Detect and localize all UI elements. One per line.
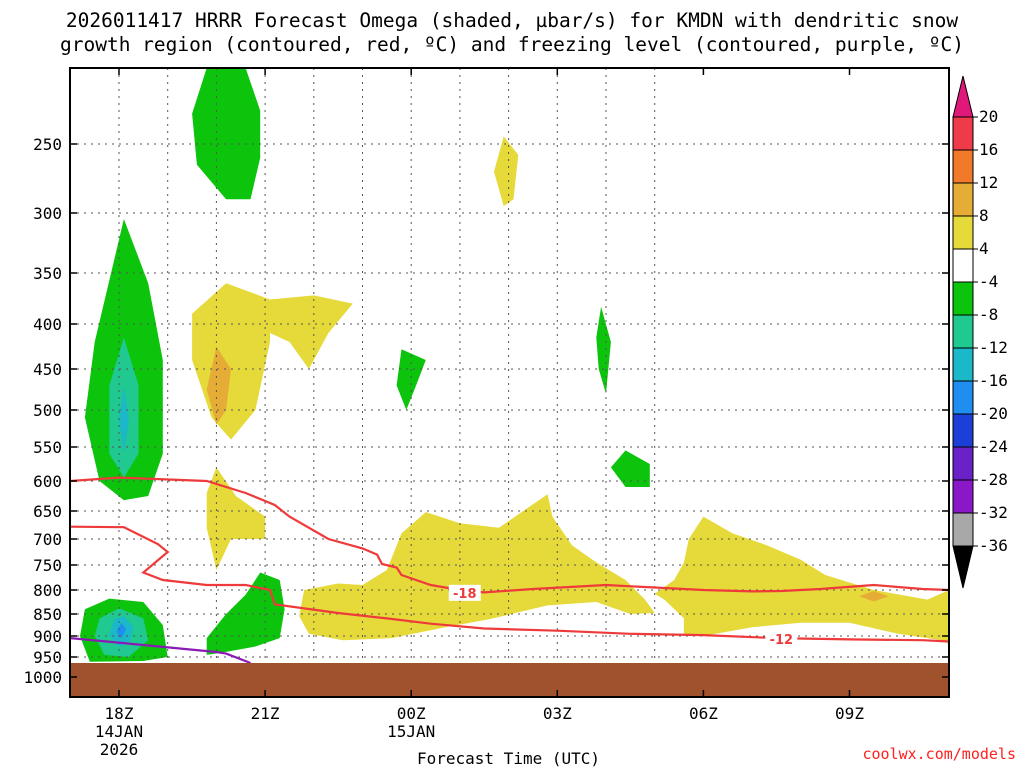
omega-region-10: [596, 306, 611, 394]
omega-shading-layer: [80, 68, 949, 662]
omega-region-14: [270, 295, 353, 369]
y-tick-label-400: 400: [33, 315, 62, 334]
colorbar-bottom-arrow: [952, 545, 974, 589]
terrain-block: [70, 663, 949, 697]
contour-dgz--18C: [70, 476, 949, 594]
x-tick-label-21Z: 21Z: [251, 704, 280, 723]
colorbar-label--12: -12: [979, 338, 1008, 357]
watermark: coolwx.com/models: [862, 745, 1016, 763]
colorbar-label--8: -8: [979, 305, 998, 324]
y-tick-label-300: 300: [33, 204, 62, 223]
colorbar-seg-6: [952, 314, 974, 349]
y-tick-label-350: 350: [33, 264, 62, 283]
chart-title-line2: growth region (contoured, red, ºC) and f…: [60, 33, 964, 56]
colorbar-seg-11: [952, 479, 974, 514]
omega-region-13: [192, 283, 270, 440]
y-tick-label-800: 800: [33, 581, 62, 600]
omega-region-19: [859, 591, 889, 602]
omega-region-18: [654, 516, 949, 649]
omega-region-3: [119, 385, 129, 454]
omega-region-0: [192, 68, 261, 200]
x-tick-label-03Z: 03Z: [543, 704, 572, 723]
y-tick-label-750: 750: [33, 556, 62, 575]
colorbar-seg-0: [952, 116, 974, 151]
colorbar-label-12: 12: [979, 173, 998, 192]
omega-region-15: [206, 346, 231, 425]
y-tick-label-650: 650: [33, 502, 62, 521]
colorbar-seg-1: [952, 149, 974, 184]
y-tick-label-700: 700: [33, 530, 62, 549]
omega-region-16: [206, 467, 266, 570]
y-tick-label-900: 900: [33, 627, 62, 646]
chart-title-line1: 2026011417 HRRR Forecast Omega (shaded, …: [65, 9, 959, 32]
y-tick-label-850: 850: [33, 605, 62, 624]
x-tick-label-06Z: 06Z: [689, 704, 718, 723]
x-tick-year: 2026: [100, 740, 139, 759]
x-tick-label-00Z: 00Z: [397, 704, 426, 723]
colorbar-label-4: 4: [979, 239, 989, 258]
contour-label: -12: [770, 633, 794, 648]
y-tick-label-950: 950: [33, 648, 62, 667]
colorbar-label--4: -4: [979, 272, 998, 291]
plot-frame: [69, 67, 950, 698]
contour-layer: -12 -18: [70, 476, 949, 665]
colorbar-label--28: -28: [979, 470, 1008, 489]
x-axis-title: Forecast Time (UTC): [417, 749, 600, 768]
contour-label-bg: [765, 631, 798, 648]
x-tick-label-18Z: 18Z: [105, 704, 134, 723]
omega-region-11: [610, 450, 650, 487]
y-tick-label-500: 500: [33, 401, 62, 420]
colorbar-label--32: -32: [979, 503, 1008, 522]
x-tick-date: 15JAN: [387, 722, 435, 741]
colorbar-seg-7: [952, 347, 974, 382]
colorbar-seg-9: [952, 413, 974, 448]
terrain-layer: [70, 663, 949, 697]
colorbar-seg-4: [952, 248, 974, 283]
colorbar-seg-8: [952, 380, 974, 415]
colorbar-label--20: -20: [979, 404, 1008, 423]
colorbar-label-20: 20: [979, 107, 998, 126]
contour-label-bg: [448, 584, 481, 601]
y-tick-label-600: 600: [33, 472, 62, 491]
omega-region-9: [396, 349, 426, 410]
colorbar-seg-2: [952, 182, 974, 217]
y-tick-label-250: 250: [33, 135, 62, 154]
y-tick-label-450: 450: [33, 360, 62, 379]
colorbar-label-8: 8: [979, 206, 989, 225]
x-tick-date: 14JAN: [95, 722, 143, 741]
axes-layer: 250 300 350 400 450 500 550 600 650 700 750 800 850 9…: [23, 67, 950, 768]
colorbar-label--24: -24: [979, 437, 1008, 456]
contour-dgz--12C: [70, 525, 949, 643]
y-tick-label-1000: 1000: [23, 668, 62, 687]
colorbar: 20 16 12 8 4 -4 -8 -12 -16 -20 -24 -28 -32 -36: [952, 75, 1008, 589]
colorbar-seg-3: [952, 215, 974, 250]
omega-region-7: [116, 622, 127, 639]
y-tick-label-550: 550: [33, 438, 62, 457]
contour-label: -18: [453, 587, 477, 602]
colorbar-seg-5: [952, 281, 974, 316]
x-tick-label-09Z: 09Z: [835, 704, 864, 723]
colorbar-label--16: -16: [979, 371, 1008, 390]
contour-freezing-level: [70, 637, 251, 665]
colorbar-label-16: 16: [979, 140, 998, 159]
colorbar-seg-12: [952, 512, 974, 547]
colorbar-top-arrow: [952, 75, 974, 118]
colorbar-seg-10: [952, 446, 974, 481]
omega-region-12: [494, 136, 519, 207]
omega-region-17: [299, 494, 655, 641]
colorbar-label--36: -36: [979, 536, 1008, 555]
